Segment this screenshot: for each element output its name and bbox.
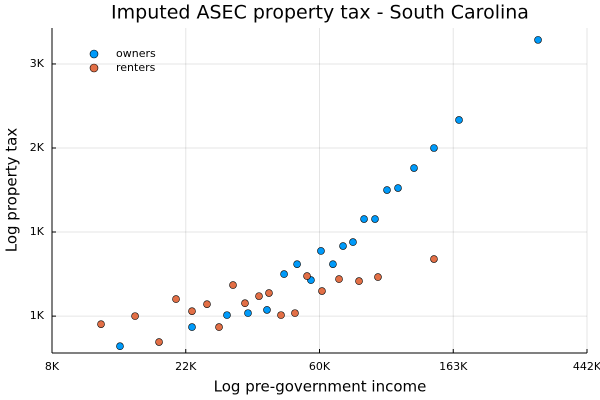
y-tick-label: 1K: [30, 225, 45, 238]
point: [303, 272, 311, 280]
x-tick-label: 442K: [573, 360, 600, 373]
point: [97, 320, 105, 328]
x-tick-label: 60K: [309, 360, 331, 373]
point: [203, 300, 211, 308]
point: [131, 312, 139, 320]
point: [394, 184, 402, 192]
point: [155, 338, 163, 346]
point: [329, 260, 337, 268]
point: [241, 299, 249, 308]
point: [383, 186, 391, 194]
point: [339, 242, 347, 250]
point: [263, 306, 271, 314]
point: [317, 247, 325, 255]
point: [116, 342, 124, 351]
point: [291, 309, 299, 317]
point: [223, 311, 231, 319]
point: [280, 270, 288, 278]
point: [371, 215, 379, 223]
x-tick-label: 8K: [45, 360, 60, 373]
point: [534, 36, 542, 44]
x-tick-label: 22K: [175, 360, 197, 373]
chart-title: Imputed ASEC property tax - South Caroli…: [111, 2, 529, 24]
y-tick-label: 1K: [30, 309, 45, 322]
legend-label: renters: [116, 61, 156, 74]
point: [410, 164, 418, 172]
y-tick-label: 3K: [30, 57, 45, 70]
point: [430, 255, 438, 263]
x-tick-label: 163K: [439, 360, 468, 373]
point: [172, 295, 180, 303]
point: [318, 287, 326, 295]
point: [265, 289, 273, 297]
point: [244, 309, 252, 317]
x-axis-label: Log pre-government income: [214, 378, 427, 396]
point: [374, 273, 382, 281]
point: [229, 281, 237, 289]
point: [349, 238, 357, 246]
point: [430, 144, 438, 152]
y-tick-label: 2K: [30, 141, 45, 154]
point: [188, 323, 196, 331]
point: [355, 277, 363, 285]
y-axis-label: Log property tax: [3, 128, 21, 253]
point: [335, 275, 343, 283]
point: [255, 292, 263, 300]
point: [455, 116, 463, 124]
point: [188, 307, 196, 315]
point: [293, 260, 301, 268]
legend-label: owners: [116, 47, 156, 60]
point: [215, 323, 223, 331]
point: [360, 215, 368, 223]
legend-marker: [89, 63, 99, 73]
legend-marker: [89, 49, 99, 59]
point: [277, 311, 285, 319]
